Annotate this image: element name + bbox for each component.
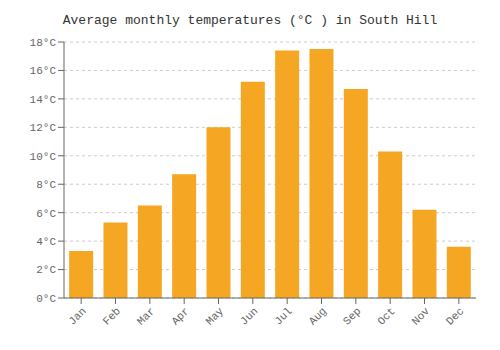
svg-text:8°C: 8°C <box>36 179 56 191</box>
svg-text:Oct: Oct <box>375 305 397 327</box>
svg-text:May: May <box>204 305 227 328</box>
svg-text:Jun: Jun <box>238 305 260 327</box>
svg-text:14°C: 14°C <box>30 94 57 106</box>
svg-text:Aug: Aug <box>307 305 329 327</box>
svg-text:4°C: 4°C <box>36 236 56 248</box>
svg-text:Mar: Mar <box>135 305 157 327</box>
svg-text:2°C: 2°C <box>36 264 56 276</box>
svg-text:6°C: 6°C <box>36 208 56 220</box>
svg-text:10°C: 10°C <box>30 151 57 163</box>
svg-text:12°C: 12°C <box>30 122 57 134</box>
svg-text:Jul: Jul <box>272 305 294 327</box>
html-text:Average monthly temperatures (: Average monthly temperatures (°C ) in So… <box>62 13 438 28</box>
svg-text:Apr: Apr <box>169 305 191 327</box>
svg-text:Nov: Nov <box>410 305 433 328</box>
svg-text:Dec: Dec <box>444 305 466 327</box>
svg-text:16°C: 16°C <box>30 65 57 77</box>
svg-text:0°C: 0°C <box>36 293 56 305</box>
svg-text:Sep: Sep <box>341 305 363 327</box>
svg-text:Jan: Jan <box>66 305 88 327</box>
svg-text:18°C: 18°C <box>30 37 57 49</box>
svg-text:Feb: Feb <box>101 305 123 327</box>
